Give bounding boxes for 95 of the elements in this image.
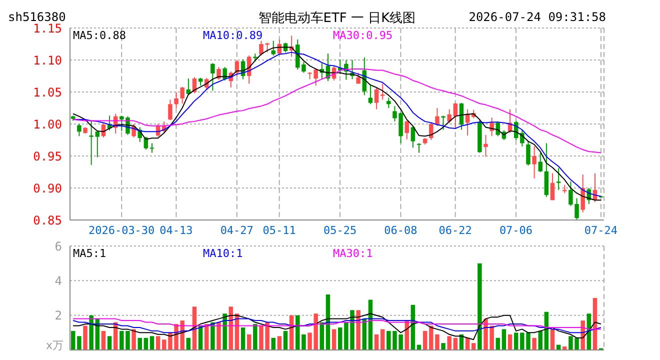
candlestick <box>447 108 452 124</box>
bar <box>478 263 482 350</box>
bar <box>514 332 518 350</box>
x-tick-label: 07-06 <box>499 224 533 237</box>
bar <box>374 334 379 350</box>
bar <box>562 346 567 350</box>
candlestick <box>404 120 409 140</box>
candlestick <box>89 120 94 166</box>
candlestick <box>550 172 555 201</box>
x-tick-label: 06-22 <box>438 224 472 237</box>
bar <box>240 327 246 350</box>
candlestick <box>380 83 385 100</box>
text: MA5:1 <box>73 247 108 260</box>
bar <box>380 329 385 350</box>
bar <box>150 336 154 350</box>
y-tick-label: 6 <box>54 239 62 254</box>
bar <box>277 336 282 350</box>
candlestick <box>526 140 530 166</box>
bar <box>253 324 258 350</box>
y-tick-label: 4 <box>54 274 62 288</box>
bar <box>107 336 112 350</box>
candlestick <box>416 142 422 154</box>
y-tick-label: 1.15 <box>33 21 62 36</box>
candlestick <box>368 84 373 105</box>
bar <box>356 310 360 350</box>
bar <box>441 343 446 350</box>
chart-subtitle: sh516380 <box>8 10 66 24</box>
bar <box>422 330 428 350</box>
text: MA5:0.88 <box>73 29 127 42</box>
x-tick-label: 05-11 <box>262 224 296 237</box>
candlestick <box>556 168 561 190</box>
text: 2026-07-24 09:31:58 <box>468 10 606 24</box>
bar <box>283 330 288 350</box>
y-tick-label: 1.10 <box>33 53 62 68</box>
candlestick <box>180 86 184 104</box>
series-label: MA10:0.89 <box>203 29 264 42</box>
candlestick <box>168 99 172 121</box>
y-tick-label: 2 <box>54 308 62 323</box>
x-tick-label: 05-25 <box>323 224 357 237</box>
bar <box>156 336 160 350</box>
bar <box>502 329 506 350</box>
text: MA30:0.95 <box>333 29 394 42</box>
text: MA30:1 <box>333 247 374 260</box>
candlestick <box>150 142 154 154</box>
y-tick-label: 1.00 <box>33 117 62 132</box>
candlestick <box>174 92 178 108</box>
candlestick <box>544 142 549 198</box>
candlestick <box>216 66 221 80</box>
bar <box>332 329 336 350</box>
candlestick <box>429 122 434 140</box>
y-axis-title: x万 <box>46 338 64 353</box>
bar <box>508 334 512 350</box>
x-tick-label: 2026-03-30 <box>88 224 155 237</box>
candlestick <box>77 124 82 137</box>
bar <box>550 329 555 350</box>
bar <box>447 336 452 350</box>
bar <box>71 330 76 350</box>
chart-title: 智能电动车ETF 一 日K线图 <box>258 11 416 26</box>
candlestick <box>580 174 585 213</box>
candlestick <box>490 117 494 137</box>
bar <box>580 320 585 350</box>
bar <box>338 327 342 350</box>
line-series <box>72 313 602 340</box>
bar <box>538 330 542 350</box>
x-tick-label: 06-08 <box>384 224 418 237</box>
candlestick <box>538 152 542 172</box>
candlestick <box>453 102 458 128</box>
text: MA10:1 <box>203 247 244 260</box>
line-series <box>72 318 602 330</box>
bar <box>216 322 221 350</box>
bar <box>132 329 136 350</box>
x-tick-label: 04-13 <box>160 224 193 237</box>
y-tick-label: 0.95 <box>33 149 62 164</box>
candlestick <box>210 62 215 92</box>
bar <box>101 330 106 350</box>
bar <box>222 314 227 350</box>
x-tick-label: 04-27 <box>220 224 254 237</box>
bar <box>83 326 88 350</box>
x-tick-label: 07-24 <box>584 224 618 237</box>
candlestick <box>435 108 440 126</box>
candlestick <box>410 125 416 148</box>
line-series <box>72 318 602 334</box>
y-tick-label: 0.90 <box>33 181 62 196</box>
bar <box>246 334 252 350</box>
candlestick <box>374 87 379 110</box>
y-tick-label: 0.85 <box>33 213 62 228</box>
y-tick-label: 1.05 <box>33 85 62 100</box>
bar <box>532 338 536 350</box>
candlestick <box>95 130 100 158</box>
bar <box>89 315 94 350</box>
candlestick <box>532 146 536 179</box>
candlestick <box>484 134 488 158</box>
candlestick <box>386 97 391 108</box>
bar <box>77 336 82 350</box>
bar <box>210 322 215 350</box>
